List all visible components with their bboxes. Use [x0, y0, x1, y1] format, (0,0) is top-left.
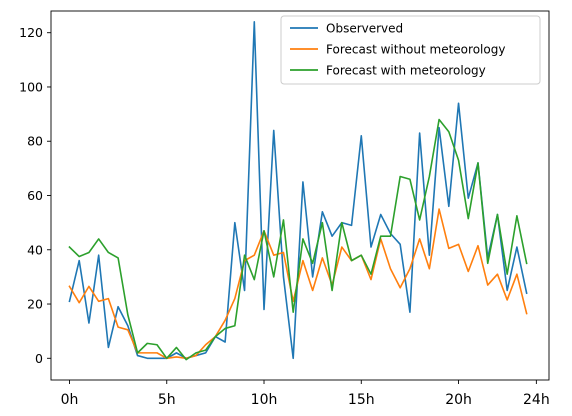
- y-tick-label: 40: [27, 242, 43, 257]
- y-tick-label: 20: [27, 297, 43, 312]
- legend-label-1: Observerved: [326, 22, 403, 36]
- x-tick-label: 0h: [61, 392, 79, 408]
- legend-label-2: Forecast without meteorology: [326, 43, 505, 57]
- x-axis: 0h 5h 10h 15h 20h 24h: [61, 380, 550, 408]
- series-layer: [68, 21, 528, 361]
- y-axis: 0 20 40 60 80 100 120: [19, 25, 51, 366]
- series-line-3: [68, 118, 528, 361]
- y-tick-label: 100: [19, 79, 43, 94]
- x-tick-label: 10h: [251, 392, 278, 408]
- y-tick-label: 60: [27, 188, 43, 203]
- legend-box: [280, 15, 541, 85]
- x-tick-label: 20h: [445, 392, 472, 408]
- x-tick-label: 5h: [158, 392, 176, 408]
- y-tick-label: 120: [19, 25, 43, 40]
- y-tick-label: 0: [35, 351, 43, 366]
- legend: Observerved Forecast without meteorology F…: [280, 15, 541, 85]
- x-tick-label: 24h: [523, 392, 550, 408]
- x-tick-label: 15h: [348, 392, 375, 408]
- y-tick-label: 80: [27, 134, 43, 149]
- legend-label-3: Forecast with meteorology: [326, 64, 486, 78]
